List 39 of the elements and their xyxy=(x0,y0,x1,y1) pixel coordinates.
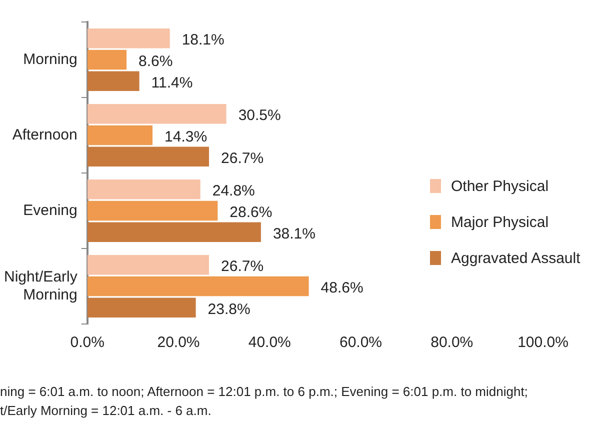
x-tick-label: 100.0% xyxy=(518,334,568,352)
bar xyxy=(87,180,200,200)
data-label: 48.6% xyxy=(320,279,364,296)
y-tick-label: Evening xyxy=(23,202,78,219)
x-tick-label: 60.0% xyxy=(339,334,382,352)
bar xyxy=(87,276,309,296)
bar xyxy=(87,255,210,275)
bar xyxy=(87,28,170,48)
bar xyxy=(87,71,140,91)
legend-label: Major Physical xyxy=(451,214,549,230)
data-label: 18.1% xyxy=(182,32,224,48)
bar xyxy=(87,222,261,242)
x-tick-label: 80.0% xyxy=(430,334,474,352)
bar xyxy=(87,125,153,146)
data-label: 24.8% xyxy=(212,182,255,200)
text: t/Early Morning = 12:01 a.m. - 6 a.m. xyxy=(0,402,212,420)
data-label: 38.1% xyxy=(272,225,316,242)
bar xyxy=(87,200,218,221)
legend-label: Aggravated Assault xyxy=(451,250,580,266)
data-label: 23.8% xyxy=(208,300,250,318)
legend-label: Other Physical xyxy=(451,178,549,194)
data-label: 8.6% xyxy=(138,52,173,70)
x-tick-label: 20.0% xyxy=(157,334,200,352)
x-tick-label: 0.0% xyxy=(70,334,104,352)
data-label: 26.7% xyxy=(221,150,264,167)
data-label: 14.3% xyxy=(164,128,208,146)
text: ning = 6:01 a.m. to noon; Afternoon = 12:01 p.m. to 6 p.m.; Evening = 6:01 p.m. to midnight; xyxy=(0,383,528,401)
data-label: 30.5% xyxy=(238,107,281,124)
bar xyxy=(87,104,226,124)
bar xyxy=(87,50,127,70)
y-tick-label: Night/Early Morning xyxy=(4,268,78,304)
y-tick-label: Afternoon xyxy=(12,126,78,144)
data-label: 28.6% xyxy=(230,204,272,221)
bar xyxy=(87,146,210,166)
y-tick-label: Morning xyxy=(23,50,78,68)
data-label: 26.7% xyxy=(221,258,264,275)
data-label: 11.4% xyxy=(151,74,193,92)
bar xyxy=(87,298,196,318)
x-tick-label: 40.0% xyxy=(248,334,291,352)
